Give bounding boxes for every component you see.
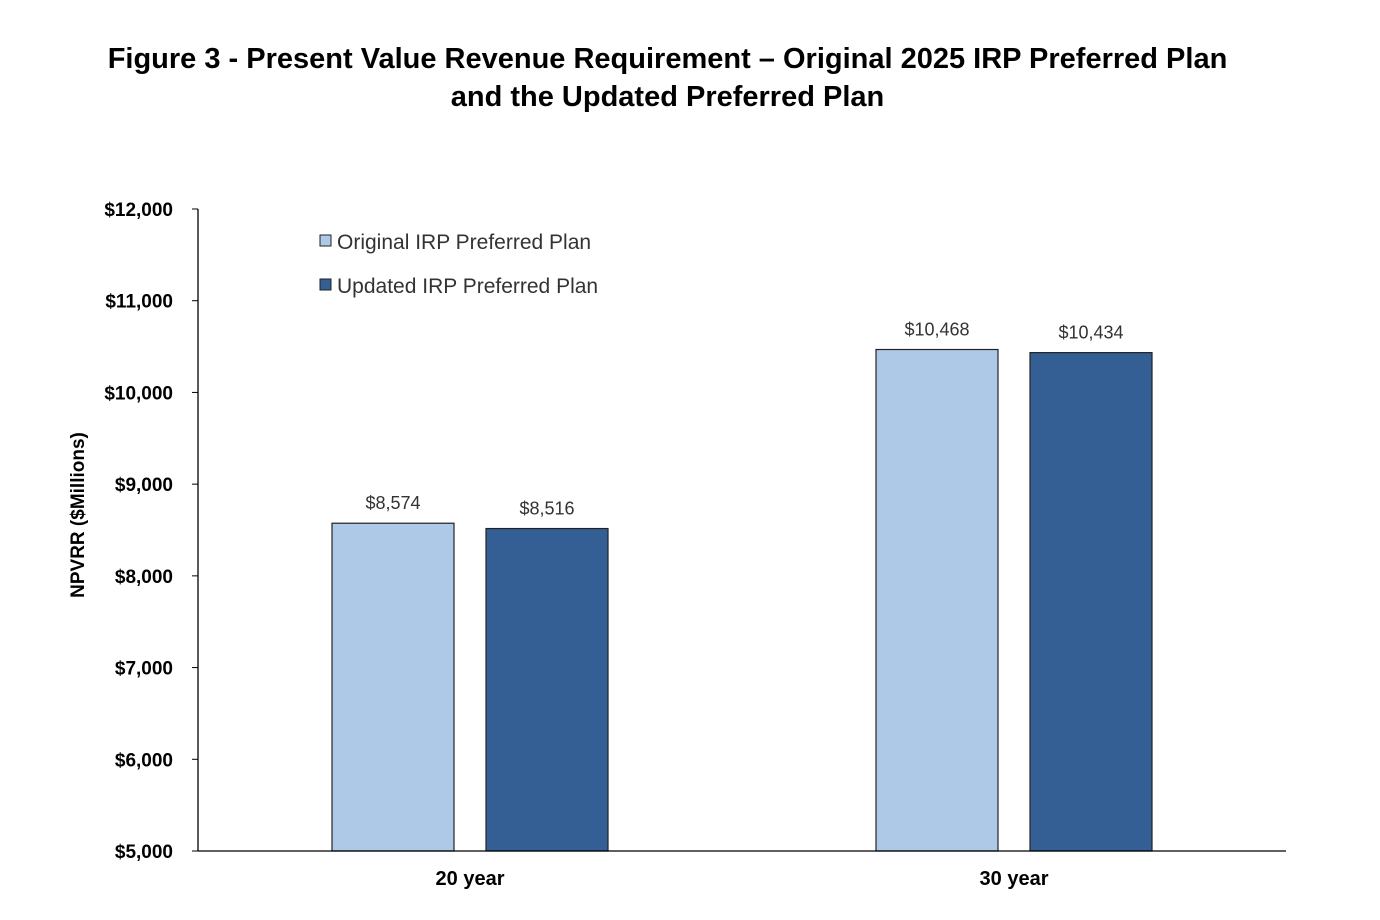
title-line-2: and the Updated Preferred Plan: [450, 81, 885, 113]
y-tick-label: $6,000: [115, 750, 173, 771]
x-tick-label: 30 year: [980, 868, 1049, 890]
title-line-1: Figure 3 - Present Value Revenue Require…: [107, 43, 1228, 75]
legend-swatch: [319, 278, 332, 291]
y-axis-label: NPVRR ($Millions): [68, 432, 89, 598]
y-tick-label: $12,000: [104, 200, 173, 221]
y-tick-label: $5,000: [115, 842, 173, 863]
x-tick-label: 20 year: [436, 868, 505, 890]
data-label: $8,574: [365, 493, 420, 513]
data-label: $10,468: [904, 320, 969, 340]
y-tick-label: $10,000: [104, 383, 173, 404]
chart-title: Figure 3 - Present Value Revenue Require…: [0, 40, 1335, 116]
y-tick-label: $11,000: [105, 292, 173, 313]
data-label: $10,434: [1058, 323, 1123, 343]
y-tick-label: $8,000: [115, 567, 173, 588]
y-tick-label: $7,000: [115, 659, 173, 680]
bar: [331, 522, 455, 852]
bar: [485, 527, 609, 852]
y-tick-label: $9,000: [115, 475, 173, 496]
legend-label: Updated IRP Preferred Plan: [337, 275, 598, 298]
data-label: $8,516: [519, 499, 574, 519]
bar: [1029, 352, 1153, 852]
legend-swatch: [319, 234, 332, 247]
legend-label: Original IRP Preferred Plan: [337, 231, 591, 254]
bar: [875, 348, 999, 852]
